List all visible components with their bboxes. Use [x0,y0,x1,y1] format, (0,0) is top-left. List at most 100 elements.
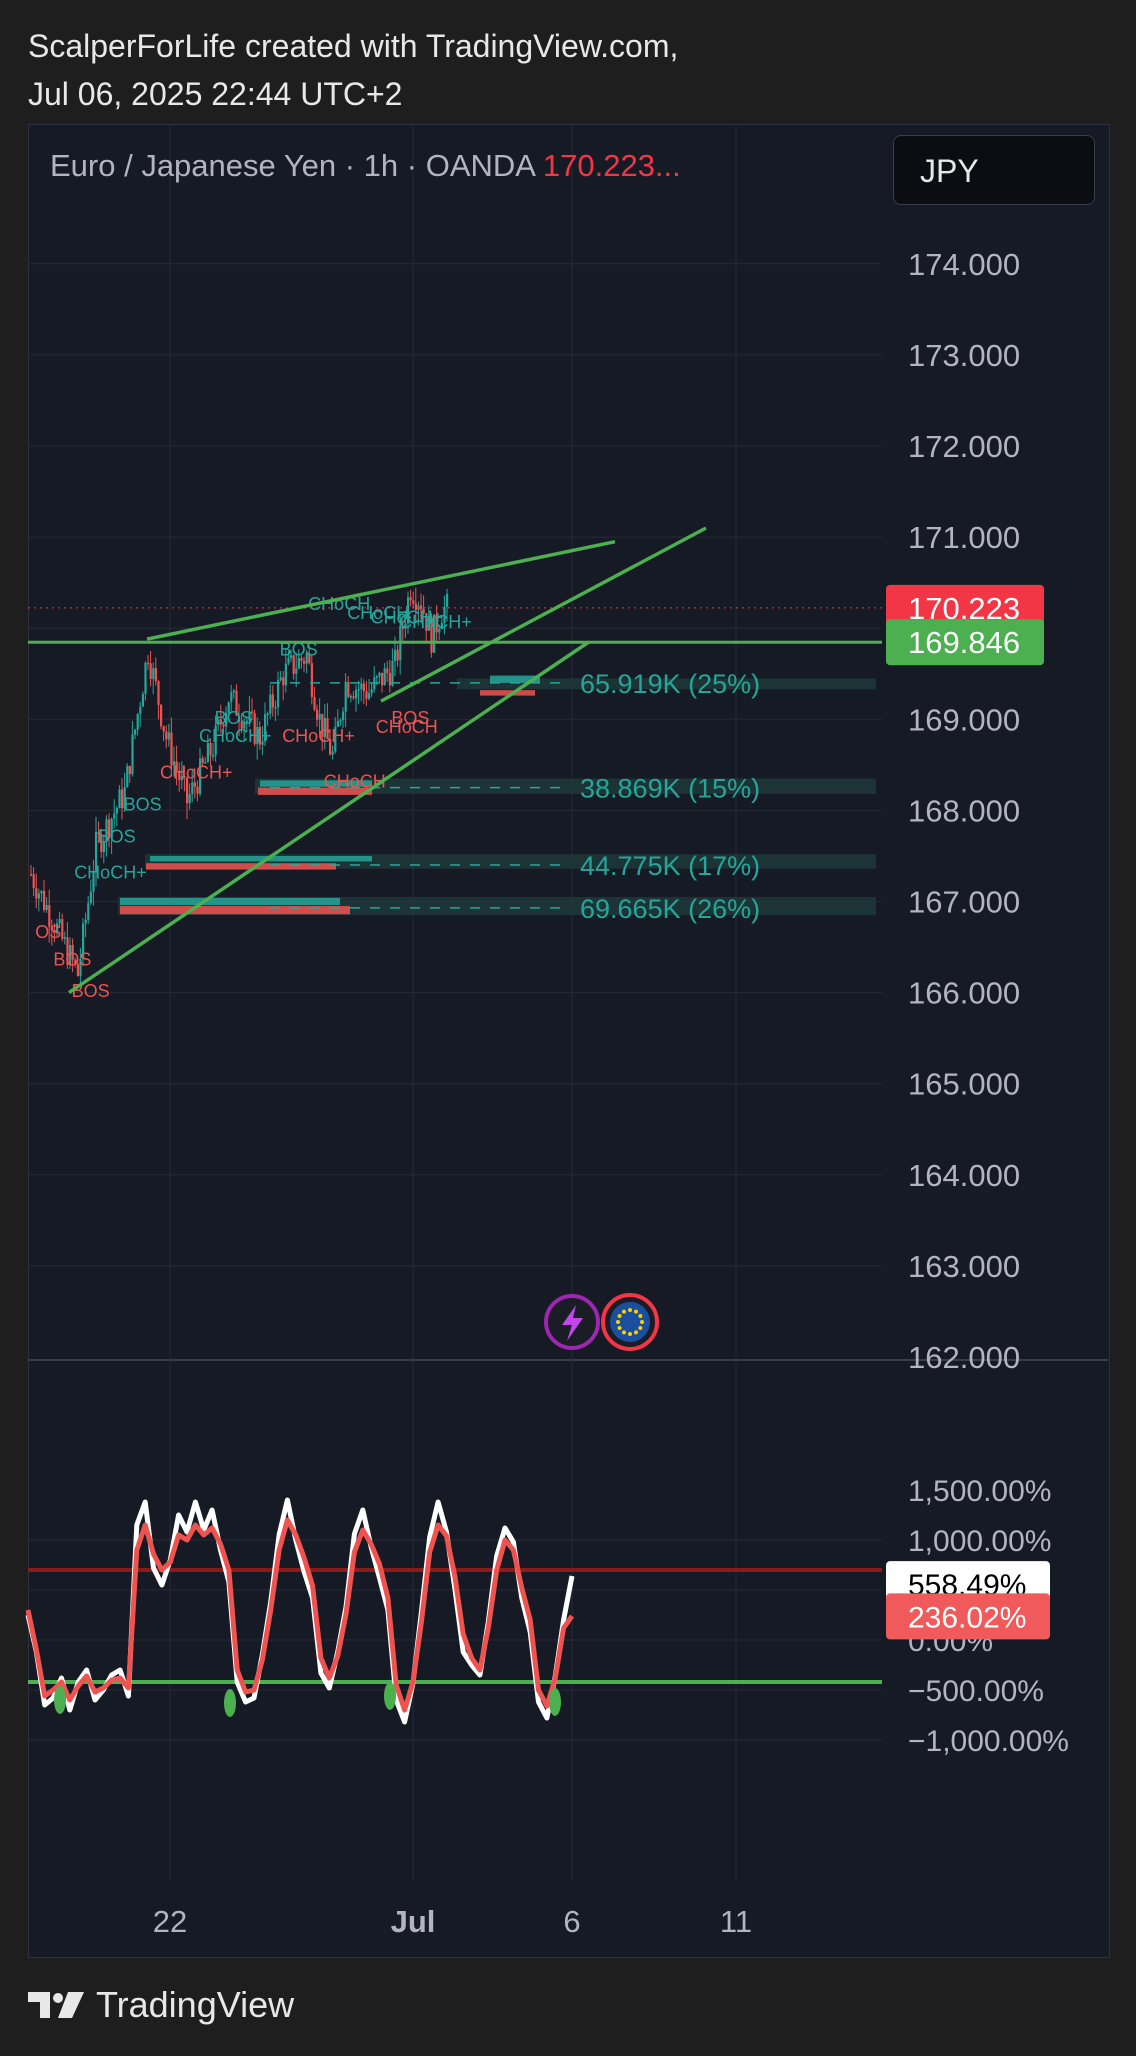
candle-body [313,696,316,710]
candle [45,897,48,913]
candle-body [279,677,282,681]
candle-body [378,672,381,677]
candle [303,656,306,673]
candle [180,761,183,790]
candle [89,879,92,906]
candle-body [108,819,111,838]
candle [100,828,103,858]
eu-flag-star [622,1330,626,1335]
structure-label: BOS [72,981,110,1001]
oversold-marker [224,1689,236,1717]
time-axis: 22 Jul 6 11 [153,1904,752,1939]
candle [95,816,98,887]
candle-body [157,681,160,705]
candle-body [227,701,230,713]
candle [40,889,43,902]
candle-body [71,945,74,960]
structure-label: BOS [215,708,253,728]
candle [261,726,264,755]
price-tick-label: 173.000 [908,338,1020,373]
candle [355,684,358,712]
currency-button[interactable]: JPY [893,135,1095,205]
candle [300,655,303,669]
candle [295,652,298,688]
candle-body [173,761,176,766]
candle [433,614,436,654]
candle [292,654,295,680]
candle [141,691,144,707]
structure-label: BOS [53,949,91,969]
candle [217,716,220,731]
structure-label: CHoCH+ [74,863,147,883]
osc-value-box [886,1593,1050,1640]
candle [256,717,259,760]
candle [154,657,157,686]
candle-body [199,758,202,794]
candle [339,718,342,727]
brand-name: TradingView [96,1984,295,2025]
order-block-zone [120,906,350,915]
candle [126,763,129,788]
candle [386,661,389,682]
candle [365,680,368,706]
candle-body [329,738,332,755]
candle-body [264,714,267,742]
candle-body [396,649,399,661]
volume-level-label: 69.665K (26%) [580,894,760,924]
eu-flag-star [638,1314,643,1318]
structure-label: CHoCH+ [371,608,444,628]
time-tick-label: 22 [153,1904,187,1939]
candle-body [282,677,285,686]
candle-body [56,923,59,934]
structure-label: BOS [124,794,162,814]
candle [139,701,142,728]
candle [69,937,72,969]
price-tag: 169.846 [886,619,1044,666]
candle [134,728,137,740]
candle-body [365,691,368,699]
candle-body [318,713,321,720]
price-tick-label: 174.000 [908,247,1020,282]
symbol-title[interactable]: Euro / Japanese Yen · 1h · OANDA 170.223… [50,148,681,184]
candle-body [446,593,449,608]
candle-body [321,713,324,738]
candle-body [126,765,129,788]
candle-body [344,681,347,712]
candle-body [269,694,272,714]
candle-body [149,663,152,680]
tradingview-logo[interactable]: TradingView [28,1984,294,2026]
candle [308,645,311,665]
candle [352,690,355,700]
candle-body [113,813,116,819]
candle [344,673,347,728]
eu-flag-star [628,1332,632,1336]
candle-body [131,734,134,775]
candle-body [43,891,46,910]
candle-body [206,742,209,763]
candle-body [261,741,264,745]
candle-body [362,683,365,692]
osc-tick-label: −1,000.00% [908,1725,1069,1758]
candle-body [147,662,150,665]
candle-body [303,660,306,664]
order-block-zone [457,678,876,690]
candle-body [128,765,131,775]
price-tick-label: 169.000 [908,702,1020,737]
candle-body [154,668,157,682]
trendline [68,640,590,995]
lightning-bolt [562,1305,583,1341]
volume-level-label: 65.919K (25%) [580,669,760,699]
candle-body [105,819,108,842]
candle-body [123,787,126,809]
candle-body [326,718,329,739]
candle-body [310,663,313,697]
candle [144,661,147,701]
candle-body [355,689,358,699]
candle-body [238,715,241,723]
candle-body [110,818,113,838]
candle [287,650,290,666]
candle-body [290,655,293,659]
price-axis: 174.000 173.000 172.000 171.000 169.000 168.0… [908,247,1020,1375]
